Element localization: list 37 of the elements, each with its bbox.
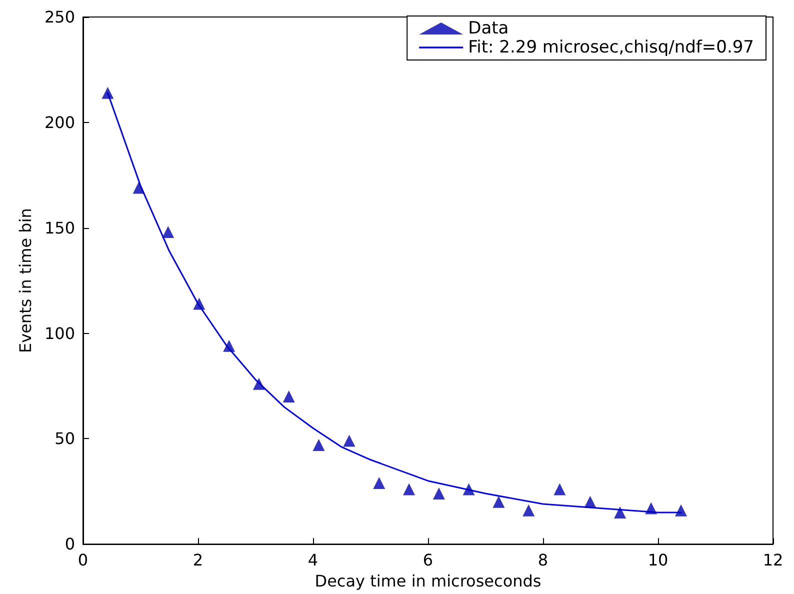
y-tick-label: 100 [44, 324, 75, 343]
x-tick-label: 2 [192, 550, 204, 570]
point [462, 483, 475, 496]
x-tick-label: 10 [648, 550, 668, 570]
point [193, 298, 206, 310]
y-tick-label: 250 [44, 8, 75, 26]
y-tick-label: 50 [54, 429, 75, 448]
point [645, 502, 658, 514]
point [675, 504, 687, 516]
point [522, 504, 535, 516]
y-axis-title: Events in time bin [16, 208, 36, 354]
legend-label: Fit: 2.29 microsec,chisq/ndf=0.97 [468, 38, 754, 58]
point [282, 390, 295, 403]
point [373, 476, 386, 489]
x-tick-label: 4 [308, 550, 318, 570]
x-tick-label: 8 [538, 550, 548, 570]
y-tick-label: 150 [44, 218, 75, 238]
point [432, 488, 445, 500]
point [584, 496, 596, 508]
point [162, 226, 174, 238]
point [132, 182, 145, 194]
x-tick-label: 0 [78, 550, 88, 570]
point [403, 483, 416, 496]
point [312, 439, 325, 452]
point [492, 496, 505, 508]
x-axis-title: Decay time in microseconds [314, 572, 542, 590]
point [343, 434, 356, 447]
point [252, 378, 265, 390]
legend-label: Data [468, 18, 509, 38]
x-tick-label: 12 [762, 550, 784, 570]
x-tick-label: 6 [422, 550, 434, 570]
point [223, 340, 236, 352]
y-tick-label: 200 [44, 112, 75, 132]
point [102, 86, 114, 99]
point [554, 483, 566, 496]
y-tick-label: 0 [64, 534, 75, 554]
point [614, 506, 626, 518]
